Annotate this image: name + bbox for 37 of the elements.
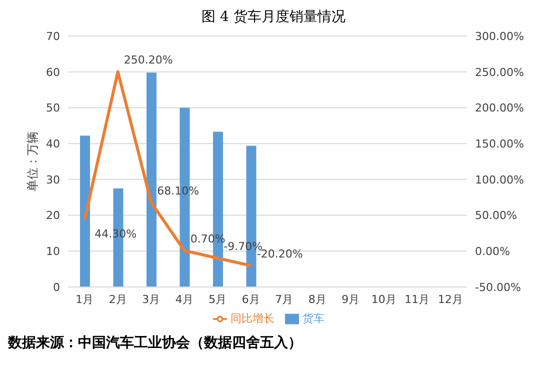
x-tick-label: 11月 <box>404 292 430 306</box>
y-tick-label: 40 <box>46 137 60 150</box>
x-tick-label: 3月 <box>142 292 160 306</box>
x-tick-label: 6月 <box>242 292 260 306</box>
y2-tick-label: -50.00% <box>475 280 521 294</box>
chart-title: 图 4 货车月度销量情况 <box>200 8 346 26</box>
y-tick-label: 0 <box>53 280 60 294</box>
data-label: -20.20% <box>256 248 303 261</box>
x-tick-label: 9月 <box>342 292 360 306</box>
y-axis-title: 单位：万辆 <box>25 132 40 192</box>
x-tick-label: 10月 <box>371 292 396 306</box>
bar <box>80 136 90 287</box>
bar <box>146 72 156 287</box>
y-tick-label: 20 <box>46 209 60 222</box>
y2-tick-label: 150.00% <box>475 137 524 150</box>
y-tick-label: 60 <box>46 66 60 79</box>
x-tick-label: 7月 <box>275 292 294 306</box>
x-tick-label: 1月 <box>76 292 94 306</box>
y2-tick-label: 100.00% <box>475 173 524 186</box>
legend-label: 货车 <box>302 312 324 325</box>
y2-tick-label: 0.00% <box>475 245 510 258</box>
data-label: 250.20% <box>124 54 173 67</box>
y2-tick-label: 300.00% <box>475 30 524 43</box>
source-note: 数据来源：中国汽车工业协会（数据四舍五入） <box>8 334 303 352</box>
x-tick-label: 5月 <box>208 292 227 306</box>
x-tick-label: 8月 <box>308 292 326 306</box>
y2-tick-label: 250.00% <box>475 66 524 79</box>
y-tick-label: 10 <box>46 245 60 258</box>
x-tick-label: 2月 <box>108 292 127 306</box>
y2-tick-label: 50.00% <box>475 209 517 222</box>
y-tick-label: 30 <box>46 173 60 186</box>
y-tick-label: 70 <box>46 30 60 43</box>
x-tick-label: 12月 <box>438 292 463 306</box>
x-tick-label: 4月 <box>175 292 194 306</box>
legend-label: 同比增长 <box>230 312 274 325</box>
y2-tick-label: 200.00% <box>475 102 524 115</box>
y-tick-label: 50 <box>46 102 60 115</box>
